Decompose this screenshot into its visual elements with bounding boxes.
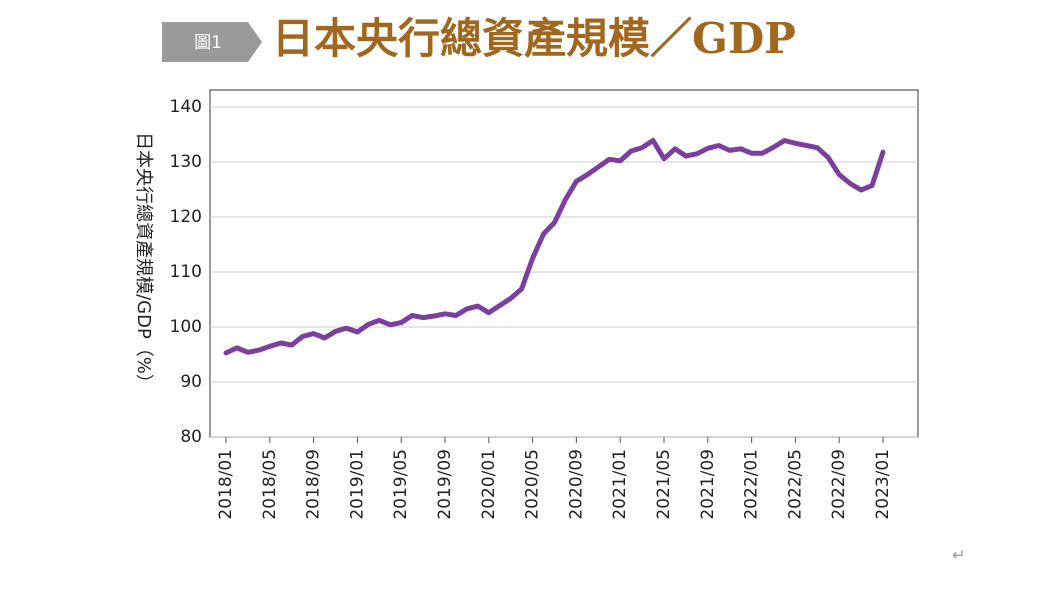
y-axis-label: 日本央行總資產規模/GDP（%） — [133, 132, 154, 392]
y-tick-label: 90 — [180, 372, 202, 392]
y-tick-label: 120 — [170, 207, 202, 227]
x-tick-label: 2022/09 — [829, 449, 849, 520]
x-tick-label: 2018/05 — [260, 449, 280, 520]
x-tick-label: 2019/05 — [391, 449, 411, 520]
x-tick-label: 2022/05 — [785, 449, 805, 520]
y-tick-label: 130 — [170, 152, 202, 172]
y-tick-label: 80 — [180, 427, 202, 447]
return-mark: ↵ — [952, 546, 965, 565]
x-tick-label: 2023/01 — [873, 449, 893, 520]
x-tick-label: 2018/01 — [216, 449, 236, 520]
x-tick-label: 2020/09 — [566, 449, 586, 520]
tag-badge — [162, 22, 262, 62]
plot-frame — [209, 89, 919, 438]
chart-title: 日本央行總資產規模／GDP — [272, 14, 796, 63]
x-tick-label: 2020/05 — [523, 449, 543, 520]
tag: 圖1 — [194, 33, 222, 53]
y-tick-label: 140 — [170, 97, 202, 117]
x-tick-label: 2022/01 — [742, 449, 762, 520]
x-tick-label: 2021/01 — [610, 449, 630, 520]
y-tick-label: 100 — [170, 317, 202, 337]
x-tick-label: 2021/09 — [698, 449, 718, 520]
x-tick-label: 2021/05 — [654, 449, 674, 520]
x-tick-label: 2019/01 — [347, 449, 367, 520]
y-tick-label: 110 — [170, 262, 202, 282]
line — [223, 138, 886, 356]
x-tick-label: 2019/09 — [435, 449, 455, 520]
x-tick-label: 2020/01 — [479, 449, 499, 520]
x-tick-label: 2018/09 — [304, 449, 324, 520]
